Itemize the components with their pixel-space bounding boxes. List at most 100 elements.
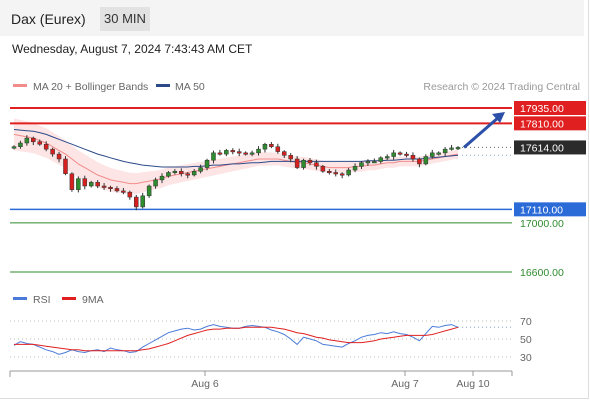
candle-body-42 <box>282 151 287 156</box>
candle-body-22 <box>153 179 158 187</box>
ma50-line <box>13 129 459 168</box>
candle-body-1 <box>18 142 23 147</box>
candle-body-31 <box>211 152 216 161</box>
legend-swatch-ma20 <box>13 84 27 87</box>
level-tag-2 <box>514 202 586 217</box>
candle-body-8 <box>63 158 68 174</box>
ma20-line <box>13 133 459 185</box>
level-label-1: 17810.00 <box>520 118 564 130</box>
candle-body-53 <box>352 166 358 171</box>
candle-body-21 <box>146 185 152 197</box>
level-label-4: 16600.00 <box>520 267 564 279</box>
candle-body-35 <box>236 151 242 154</box>
candle-body-15 <box>108 186 113 189</box>
candle-body-20 <box>140 195 145 208</box>
candle-body-43 <box>288 155 293 160</box>
rsi-tick-70: 70 <box>520 316 532 328</box>
candle-body-50 <box>333 172 338 175</box>
forecast-arrow-head <box>492 112 505 123</box>
level-tag-0 <box>514 101 586 115</box>
candle-body-41 <box>275 146 281 152</box>
candle-body-61 <box>404 153 409 156</box>
candle-body-57 <box>378 157 384 162</box>
candle-body-30 <box>204 159 210 168</box>
legend-label-ma20: MA 20 + Bollinger Bands <box>33 81 148 93</box>
rsi-tick-30: 30 <box>520 352 532 364</box>
legend-swatch-ma50 <box>156 84 170 87</box>
candle-body-37 <box>249 152 255 155</box>
candle-body-52 <box>346 169 351 176</box>
legend-label-9ma: 9MA <box>82 294 104 306</box>
level-label-2: 17110.00 <box>520 204 563 216</box>
candle-body-27 <box>185 173 190 176</box>
candle-body-10 <box>76 178 81 190</box>
candle-body-59 <box>391 152 396 157</box>
candle-body-39 <box>262 143 268 150</box>
candle-body-3 <box>31 137 36 143</box>
forecast-arrow-shaft <box>463 115 500 149</box>
candle-body-13 <box>95 182 100 187</box>
candle-body-4 <box>37 141 42 145</box>
candle-body-60 <box>397 152 403 155</box>
legend-swatch-9ma <box>62 297 76 300</box>
legend-label-ma50: MA 50 <box>175 81 205 93</box>
rsi-ma-line <box>14 326 459 352</box>
candle-body-48 <box>320 166 326 172</box>
candle-body-2 <box>24 137 30 144</box>
candle-body-23 <box>159 175 165 181</box>
candle-body-11 <box>82 178 88 187</box>
candle-body-49 <box>327 171 332 174</box>
last-price-label: 17614.00 <box>520 142 564 154</box>
level-label-0: 17935.00 <box>520 103 564 115</box>
candle-body-38 <box>256 148 261 154</box>
candle-body-25 <box>172 171 178 174</box>
candle-body-69 <box>455 147 461 150</box>
timeframe-button[interactable]: 30 MIN <box>100 7 150 31</box>
candle-body-19 <box>134 196 139 208</box>
source-credit: Research © 2024 Trading Central <box>423 81 580 93</box>
bollinger-band <box>14 118 458 195</box>
legend-swatch-rsi <box>13 297 27 300</box>
candle-body-40 <box>269 143 274 147</box>
candle-body-16 <box>114 188 120 192</box>
legend-label-rsi: RSI <box>33 294 51 306</box>
rsi-tick-50: 50 <box>520 334 532 346</box>
candle-body-44 <box>294 158 300 168</box>
candle-body-26 <box>179 171 184 174</box>
x-tick-label-2: Aug 10 <box>456 378 489 390</box>
candle-body-47 <box>314 162 319 167</box>
candle-body-6 <box>50 148 55 155</box>
candle-body-54 <box>359 162 364 167</box>
candle-body-62 <box>410 155 416 160</box>
candle-body-46 <box>307 159 313 163</box>
timestamp: Wednesday, August 7, 2024 7:43:43 AM CET <box>12 42 253 56</box>
candle-body-5 <box>43 143 49 150</box>
candle-body-18 <box>127 191 133 198</box>
candle-body-51 <box>339 173 345 176</box>
x-tick-label-0: Aug 6 <box>191 378 219 390</box>
candle-body-34 <box>230 150 236 153</box>
candle-body-7 <box>56 153 62 160</box>
candle-body-29 <box>198 167 203 172</box>
candle-body-45 <box>301 159 306 168</box>
candle-body-33 <box>224 150 229 155</box>
candle-body-32 <box>217 152 223 155</box>
candle-body-56 <box>372 161 377 164</box>
level-tag-1 <box>514 116 586 131</box>
candle-body-24 <box>166 172 171 177</box>
candle-body-55 <box>365 161 371 164</box>
x-tick-label-1: Aug 7 <box>391 378 419 390</box>
candle-body-12 <box>88 182 94 187</box>
last-price-tag <box>514 140 586 155</box>
header-bar <box>0 0 584 36</box>
candle-body-65 <box>430 152 435 157</box>
candle-body-0 <box>11 146 17 149</box>
instrument-title: Dax (Eurex) <box>11 11 86 27</box>
candle-body-67 <box>442 148 448 154</box>
candle-body-68 <box>449 147 454 150</box>
candle-body-58 <box>384 156 390 159</box>
candle-body-64 <box>423 156 429 165</box>
candle-body-9 <box>69 173 75 190</box>
candle-body-66 <box>436 152 441 155</box>
